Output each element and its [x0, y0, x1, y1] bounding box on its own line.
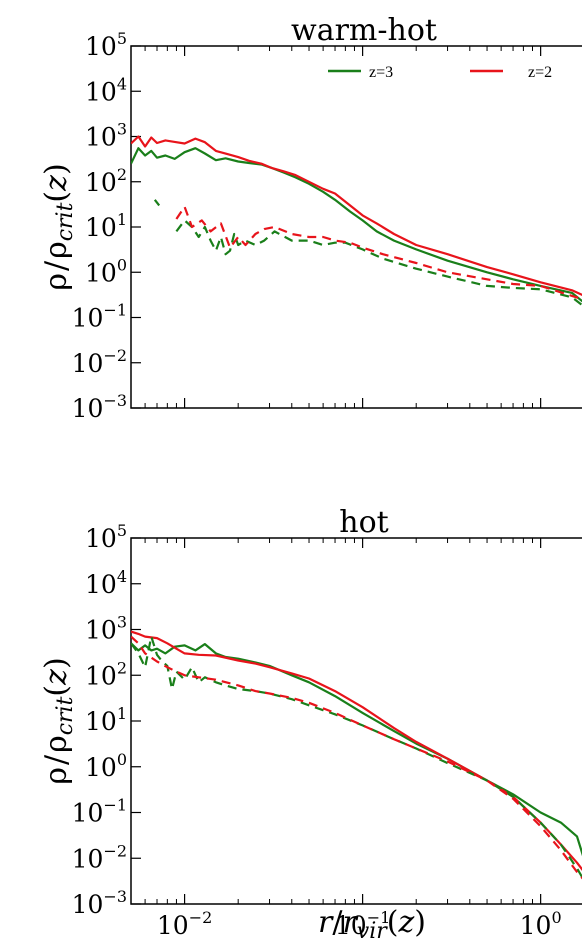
series-line-z2-dashed: [131, 635, 582, 880]
x-axis-label: r/rvir(z): [318, 905, 426, 943]
y-tick-label: 10−1: [72, 301, 127, 333]
y-tick-label: 104: [85, 567, 127, 599]
y-tick-label: 103: [85, 120, 127, 152]
panel-title: hot: [339, 505, 388, 540]
series-line-z3-solid: [131, 147, 582, 303]
y-tick-label: 102: [85, 165, 127, 197]
y-axis-label: ρ/ρcrit(z): [39, 657, 78, 784]
y-tick-label: 102: [85, 658, 127, 690]
x-tick-label: 100: [520, 908, 562, 940]
x-tick-label: 10−1: [335, 908, 390, 940]
y-tick-label: 10−2: [72, 346, 127, 378]
y-axis-label: ρ/ρcrit(z): [39, 163, 78, 290]
y-tick-label: 104: [85, 74, 127, 106]
series-line-z3-solid: [131, 642, 582, 857]
legend: z=3 z=2: [328, 64, 552, 81]
y-tick-label: 10−3: [72, 391, 127, 423]
legend-label-z2: z=2: [528, 64, 552, 81]
y-tick-label: 100: [85, 750, 127, 782]
plot-frame: [130, 45, 582, 409]
y-tick-label: 105: [85, 521, 127, 553]
panel-warm-hot: warm-hot 10−310−210−1100101102103104105 …: [39, 13, 582, 423]
plot-frame: [130, 537, 582, 905]
series-line-z2-solid: [131, 630, 582, 872]
series-line-z2-solid: [131, 135, 582, 297]
y-tick-label: 105: [85, 29, 127, 61]
y-tick-label: 101: [85, 704, 127, 736]
y-tick-label: 10−2: [72, 841, 127, 873]
panel-title: warm-hot: [291, 13, 437, 48]
y-tick-label: 10−1: [72, 796, 127, 828]
panel-hot: hot 10−3 10−2 10−1 100 101 102 103 104 105 10−2 10…: [39, 505, 582, 940]
series-line-z2-dashed: [175, 205, 582, 301]
x-tick-label: 10−2: [157, 908, 212, 940]
legend-label-z3: z=3: [369, 64, 393, 81]
y-tick-label: 10−3: [72, 887, 127, 919]
y-tick-label: 100: [85, 255, 127, 287]
series-line-z3-dashed: [131, 635, 582, 880]
y-tick-label: 101: [85, 210, 127, 242]
series-line-z3-dashed: [153, 199, 582, 307]
y-tick-label: 103: [85, 613, 127, 645]
